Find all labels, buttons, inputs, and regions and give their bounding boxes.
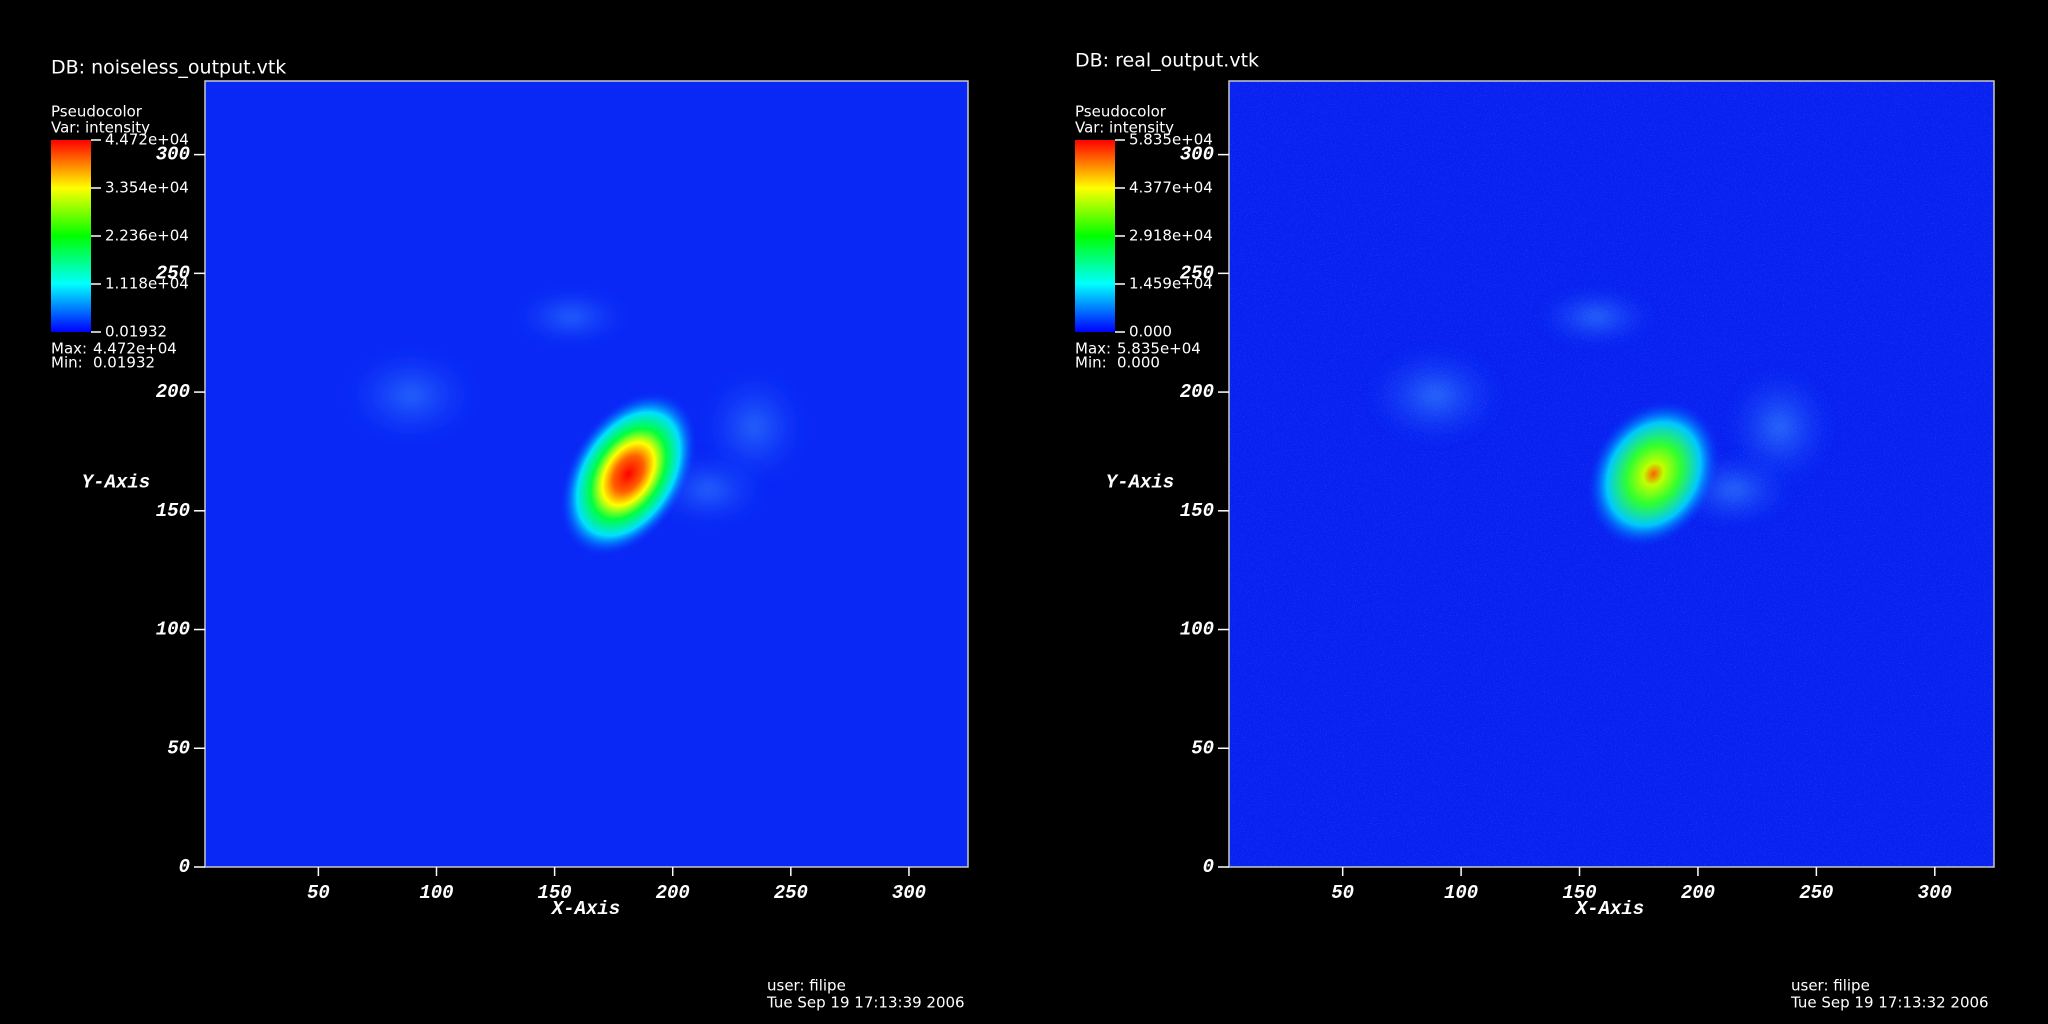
y-tick-label: 200 xyxy=(1180,381,1214,403)
x-tick-label: 100 xyxy=(419,882,453,904)
min-value: 0.01932 xyxy=(93,354,155,372)
colorbar-tick-label: 0.000 xyxy=(1129,323,1172,341)
max-label: Max: xyxy=(1075,340,1111,358)
variable-label: Var: intensity xyxy=(51,119,150,137)
plot-label: Pseudocolor xyxy=(1075,103,1167,121)
side-lobe xyxy=(341,345,482,446)
y-tick-label: 100 xyxy=(1180,619,1214,641)
side-lobe xyxy=(511,286,632,347)
x-tick-label: 250 xyxy=(774,882,808,904)
y-axis-label: Y-Axis xyxy=(1106,471,1174,493)
y-tick-label: 0 xyxy=(1203,856,1214,878)
x-tick-label: 100 xyxy=(1444,882,1478,904)
x-tick-label: 50 xyxy=(307,882,330,904)
max-label: Max: xyxy=(51,340,87,358)
x-tick-label: 300 xyxy=(1918,882,1952,904)
date-label: Tue Sep 19 17:13:39 2006 xyxy=(766,994,965,1012)
y-tick-label: 150 xyxy=(1180,500,1214,522)
y-tick-label: 0 xyxy=(179,856,190,878)
y-tick-label: 100 xyxy=(156,619,190,641)
colorbar-tick-label: 4.377e+04 xyxy=(1129,178,1213,196)
colorbar-tick-label: 1.118e+04 xyxy=(105,275,189,293)
x-tick-label: 200 xyxy=(656,882,690,904)
y-tick-label: 150 xyxy=(156,500,190,522)
x-tick-label: 300 xyxy=(892,882,926,904)
plot-label: Pseudocolor xyxy=(51,103,143,121)
central-peak xyxy=(1586,400,1721,548)
date-label: Tue Sep 19 17:13:32 2006 xyxy=(1790,994,1989,1012)
y-tick-label: 250 xyxy=(156,262,190,284)
panel: 50 100 150 200 250 300 0 50 100 150 200 250 300 X-Axi… xyxy=(1075,50,1995,1012)
variable-label: Var: intensity xyxy=(1075,119,1174,137)
colorbar xyxy=(1075,140,1115,332)
y-tick-label: 250 xyxy=(1180,262,1214,284)
x-tick-label: 200 xyxy=(1681,882,1715,904)
colorbar-tick-label: 2.918e+04 xyxy=(1129,226,1213,244)
x-tick-label: 150 xyxy=(538,882,572,904)
colorbar-tick-label: 5.835e+04 xyxy=(1129,131,1213,149)
colorbar-tick-label: 3.354e+04 xyxy=(105,179,189,197)
x-tick-label: 50 xyxy=(1331,882,1354,904)
x-axis-label: X-Axis xyxy=(551,898,620,920)
db-title: DB: real_output.vtk xyxy=(1075,50,1259,72)
panel: 50 100 150 200 250 300 0 50 100 150 200 250 300 X-Axi… xyxy=(51,57,969,1012)
plot-frame xyxy=(204,80,969,868)
y-tick-label: 50 xyxy=(1191,737,1214,759)
y-tick-label: 300 xyxy=(1180,144,1214,166)
central-peak xyxy=(559,391,697,557)
colorbar-tick-label: 2.236e+04 xyxy=(105,227,189,245)
plot-frame xyxy=(1228,80,1995,868)
y-axis-label: Y-Axis xyxy=(82,471,150,493)
user-label: user: filipe xyxy=(767,977,846,995)
x-tick-label: 150 xyxy=(1562,882,1596,904)
min-label: Min: xyxy=(1075,354,1107,372)
x-tick-label: 250 xyxy=(1799,882,1833,904)
y-tick-label: 50 xyxy=(167,737,190,759)
y-tick-label: 300 xyxy=(156,144,190,166)
max-value: 4.472e+04 xyxy=(93,340,177,358)
field xyxy=(205,81,968,867)
user-label: user: filipe xyxy=(1791,977,1870,995)
colorbar-tick-label: 0.01932 xyxy=(105,323,167,341)
field xyxy=(1229,81,1994,867)
db-title: DB: noiseless_output.vtk xyxy=(51,57,286,79)
colorbar xyxy=(51,140,91,332)
colorbar-tick-label: 1.459e+04 xyxy=(1129,274,1213,292)
min-value: 0.000 xyxy=(1117,354,1160,372)
x-axis-label: X-Axis xyxy=(1575,898,1644,920)
y-tick-label: 200 xyxy=(156,381,190,403)
min-label: Min: xyxy=(51,354,83,372)
colorbar-tick-label: 4.472e+04 xyxy=(105,131,189,149)
max-value: 5.835e+04 xyxy=(1117,340,1201,358)
